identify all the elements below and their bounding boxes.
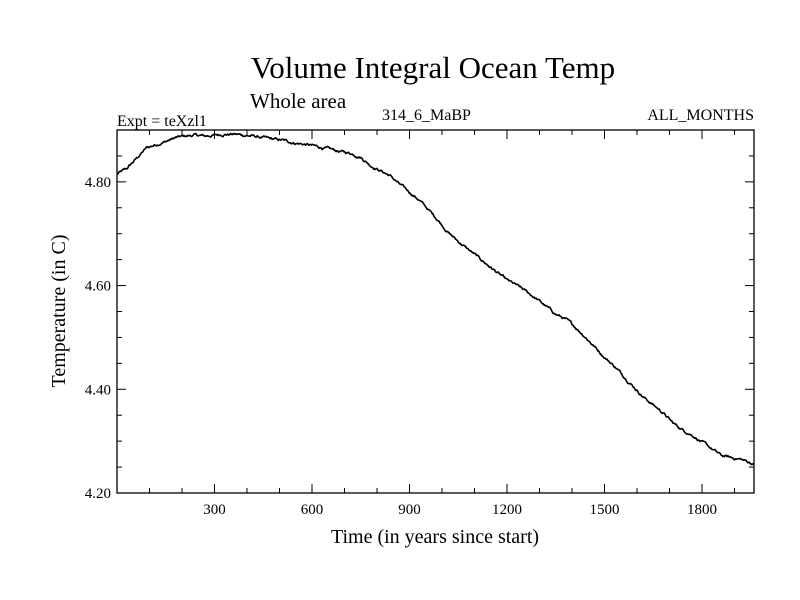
months-label: ALL_MONTHS (647, 107, 754, 124)
y-tick-label: 4.40 (85, 382, 111, 398)
y-tick-label: 4.20 (85, 486, 111, 502)
x-axis: 300 600 900 1200 1500 1800 (149, 130, 735, 518)
data-line (116, 132, 755, 466)
x-tick-label: 300 (203, 502, 226, 518)
y-tick-label: 4.60 (85, 279, 111, 295)
x-tick-label: 900 (398, 502, 421, 518)
chart-title: Volume Integral Ocean Temp (251, 50, 615, 85)
y-axis-label: Temperature (in C) (48, 235, 70, 388)
run-label: 314_6_MaBP (382, 107, 471, 124)
x-axis-label: Time (in years since start) (331, 526, 539, 548)
y-tick-label: 4.80 (85, 175, 111, 191)
experiment-label: Expt = teXzl1 (117, 113, 207, 130)
y-axis: 4.20 4.40 4.60 4.80 (85, 155, 754, 502)
x-tick-label: 1500 (590, 502, 620, 518)
chart-subtitle: Whole area (250, 89, 347, 113)
x-tick-label: 1800 (687, 502, 717, 518)
x-tick-label: 1200 (492, 502, 522, 518)
plot-frame (116, 129, 755, 494)
x-tick-label: 600 (301, 502, 324, 518)
